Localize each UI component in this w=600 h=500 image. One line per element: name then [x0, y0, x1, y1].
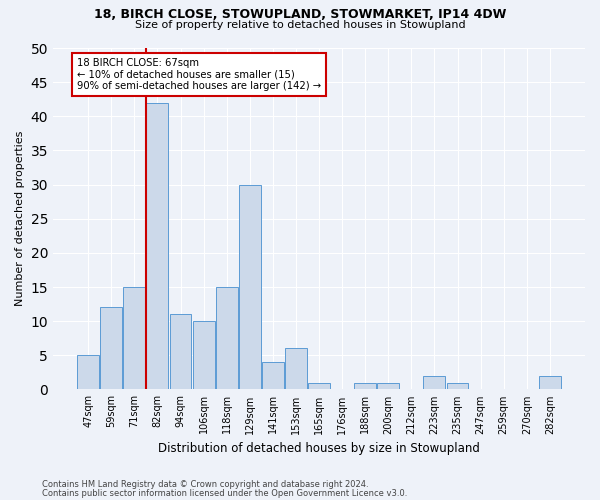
Text: Size of property relative to detached houses in Stowupland: Size of property relative to detached ho…: [134, 20, 466, 30]
Bar: [124, 287, 145, 390]
Bar: [216, 287, 238, 390]
Bar: [146, 102, 169, 390]
Bar: [100, 308, 122, 390]
Text: 18, BIRCH CLOSE, STOWUPLAND, STOWMARKET, IP14 4DW: 18, BIRCH CLOSE, STOWUPLAND, STOWMARKET,…: [94, 8, 506, 20]
Y-axis label: Number of detached properties: Number of detached properties: [15, 131, 25, 306]
Bar: [239, 184, 261, 390]
Text: Contains HM Land Registry data © Crown copyright and database right 2024.: Contains HM Land Registry data © Crown c…: [42, 480, 368, 489]
Bar: [424, 376, 445, 390]
Bar: [193, 321, 215, 390]
Bar: [446, 382, 469, 390]
Bar: [354, 382, 376, 390]
Text: 18 BIRCH CLOSE: 67sqm
← 10% of detached houses are smaller (15)
90% of semi-deta: 18 BIRCH CLOSE: 67sqm ← 10% of detached …: [77, 58, 321, 92]
Bar: [170, 314, 191, 390]
Bar: [539, 376, 561, 390]
Bar: [285, 348, 307, 390]
X-axis label: Distribution of detached houses by size in Stowupland: Distribution of detached houses by size …: [158, 442, 480, 455]
Text: Contains public sector information licensed under the Open Government Licence v3: Contains public sector information licen…: [42, 488, 407, 498]
Bar: [377, 382, 399, 390]
Bar: [77, 356, 99, 390]
Bar: [308, 382, 330, 390]
Bar: [262, 362, 284, 390]
